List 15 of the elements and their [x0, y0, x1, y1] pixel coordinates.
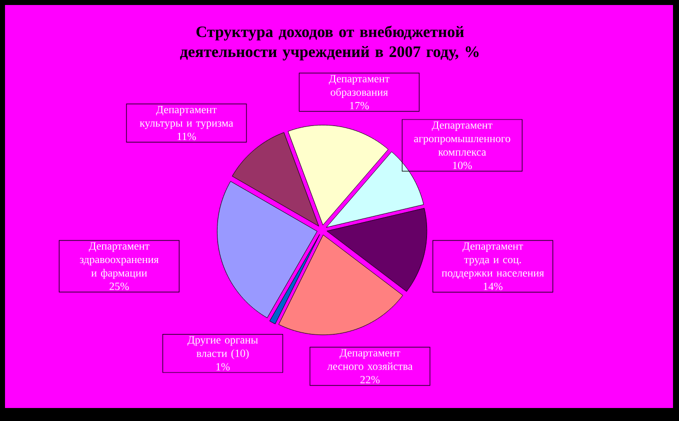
slice-label: Департамент агропромышленного комплекса [414, 121, 510, 156]
data-label: 14% [484, 282, 502, 290]
data-label: 17% [350, 102, 369, 110]
slice-label: Департамент культуры и туризма [140, 106, 234, 129]
slice-label: Департамент труда и соц. поддержки населения [442, 242, 544, 279]
chart-title: Структура доходов от внебюджетной деятельности учреждений в 2007 году, % [180, 26, 479, 60]
data-label: 25% [110, 282, 129, 290]
slice-label: Департамент здравоохранения и фармации [80, 242, 159, 279]
data-label: 10% [453, 162, 472, 170]
slice-label: Департамент образования [328, 75, 390, 98]
slice-label: Департамент лесного хозяйства [327, 349, 413, 370]
data-label: 22% [360, 376, 380, 384]
slice-label: Другие органы власти (10) [187, 336, 258, 360]
data-label: 11% [178, 132, 196, 140]
data-label: 1% [216, 363, 230, 370]
